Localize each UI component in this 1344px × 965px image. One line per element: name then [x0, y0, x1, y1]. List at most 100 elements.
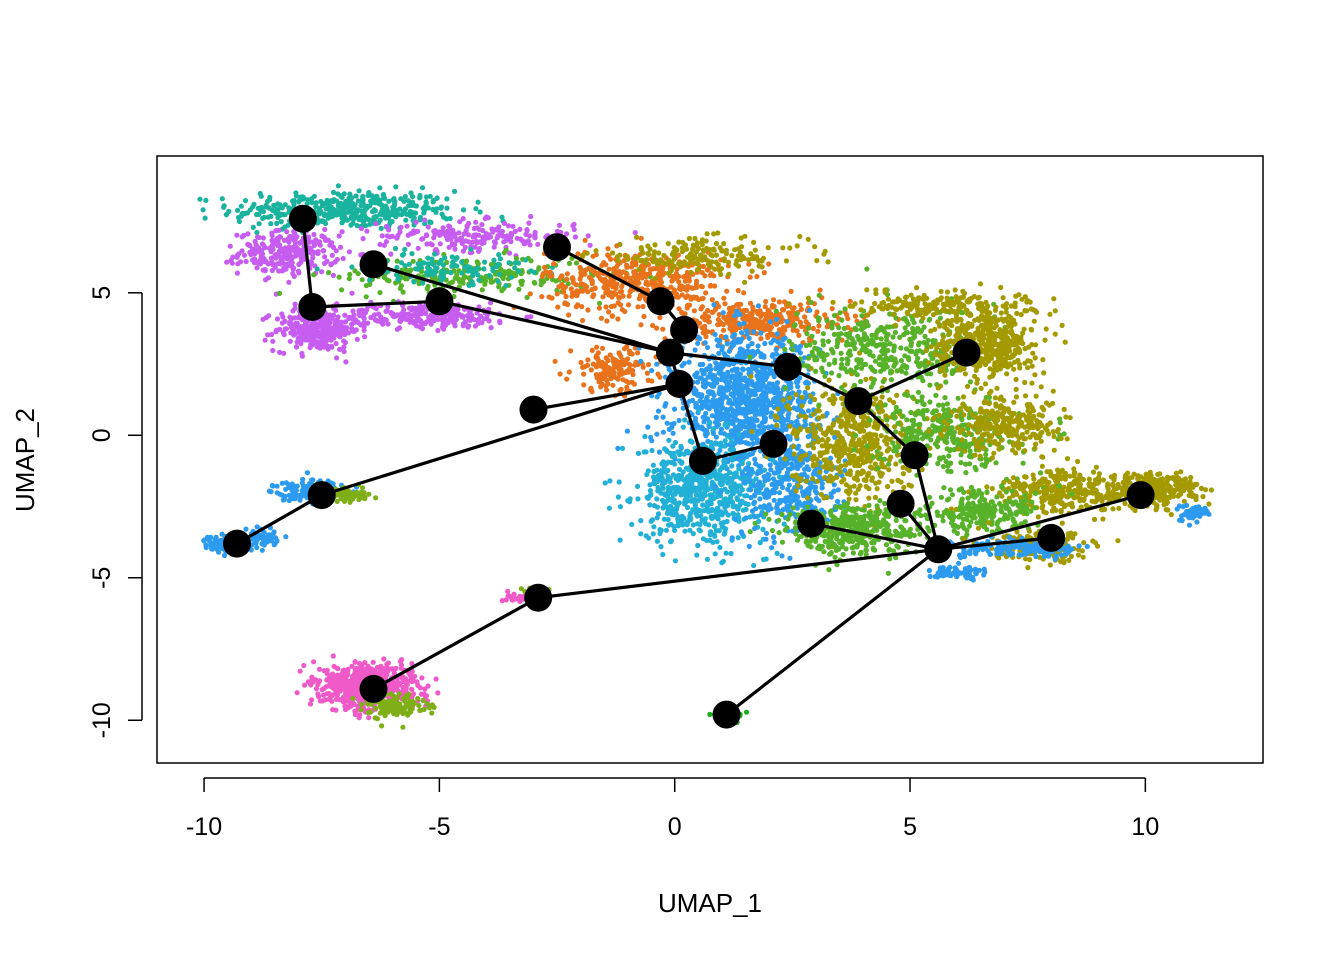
cell-point	[654, 431, 660, 437]
cell-point	[354, 336, 360, 342]
cell-point	[789, 465, 795, 471]
cell-point	[723, 251, 730, 257]
cell-point	[702, 317, 708, 323]
cell-point	[655, 408, 662, 414]
cell-point	[445, 234, 451, 240]
cell-point	[722, 486, 728, 492]
cell-point	[794, 328, 800, 334]
cell-point	[711, 514, 717, 520]
cell-point	[452, 188, 458, 194]
cell-point	[256, 221, 262, 227]
cell-point	[499, 288, 505, 294]
cell-point	[651, 249, 658, 255]
cell-point	[421, 210, 427, 216]
cell-point	[660, 260, 666, 266]
cell-point	[318, 198, 324, 205]
cell-point	[473, 219, 479, 225]
cell-point	[699, 270, 705, 276]
cell-point	[579, 304, 585, 310]
cell-point	[279, 257, 285, 264]
cell-point	[759, 373, 765, 379]
cell-point	[367, 221, 373, 227]
cell-point	[767, 401, 773, 407]
cell-point	[424, 319, 430, 325]
cell-point	[340, 255, 346, 262]
cell-point	[506, 236, 512, 242]
cell-point	[777, 311, 783, 317]
cell-point	[671, 263, 677, 269]
cell-point	[433, 269, 439, 275]
cell-point	[751, 499, 758, 505]
cell-point	[685, 504, 691, 511]
cell-point	[342, 202, 348, 209]
cell-point	[763, 390, 769, 396]
cell-point	[508, 232, 515, 238]
cell-point	[578, 359, 584, 366]
cell-point	[769, 353, 775, 359]
cell-point	[595, 357, 601, 363]
cell-point	[586, 266, 592, 272]
cell-point	[570, 277, 576, 283]
cell-point	[234, 270, 240, 276]
cell-point	[747, 274, 753, 280]
cell-point	[706, 319, 712, 325]
cell-point	[291, 273, 297, 279]
cell-point	[521, 241, 527, 247]
cell-point	[316, 321, 322, 327]
cell-point	[660, 551, 666, 558]
cell-point	[291, 332, 297, 338]
cell-point	[372, 317, 378, 323]
cell-point	[744, 323, 751, 329]
cell-point	[734, 302, 740, 308]
cell-point	[697, 362, 703, 368]
cell-point	[291, 328, 297, 334]
cell-point	[310, 255, 316, 261]
cell-point	[694, 379, 701, 385]
cell-point	[743, 466, 749, 472]
cell-point	[342, 331, 348, 338]
cell-point	[408, 315, 414, 321]
cell-point	[409, 251, 415, 257]
cell-point	[751, 492, 758, 498]
cell-point	[349, 264, 355, 270]
cell-point	[771, 337, 777, 343]
cell-point	[639, 275, 645, 281]
cell-point	[619, 445, 626, 451]
cell-point	[322, 260, 328, 267]
cell-point	[355, 198, 361, 204]
cell-point	[644, 471, 650, 478]
cell-point	[324, 313, 330, 319]
cell-point	[635, 483, 641, 489]
cell-point	[611, 303, 617, 309]
cell-point	[817, 287, 823, 293]
cell-point	[663, 478, 669, 484]
cell-point	[686, 235, 693, 242]
cell-point	[691, 473, 697, 479]
cell-point	[431, 315, 437, 321]
cell-point	[417, 217, 423, 223]
cell-point	[656, 449, 663, 455]
cell-point	[767, 368, 773, 374]
cell-point	[453, 256, 459, 262]
cell-point	[335, 183, 341, 189]
cell-point	[745, 343, 751, 349]
cell-point	[256, 211, 262, 217]
cell-point	[739, 471, 746, 477]
cell-point	[602, 282, 608, 288]
cell-point	[430, 199, 436, 205]
cell-point	[442, 313, 448, 319]
cell-point	[732, 332, 738, 338]
cell-point	[739, 330, 745, 336]
cell-point	[442, 269, 448, 275]
cell-point	[330, 189, 337, 195]
cell-point	[763, 384, 769, 390]
cell-point	[362, 207, 368, 213]
cell-point	[353, 327, 359, 333]
cell-point	[645, 495, 651, 501]
cell-point	[712, 523, 718, 529]
cell-point	[597, 275, 603, 282]
cell-point	[557, 371, 563, 377]
cell-point	[728, 439, 735, 445]
cell-point	[317, 242, 323, 248]
cell-point	[732, 313, 738, 319]
